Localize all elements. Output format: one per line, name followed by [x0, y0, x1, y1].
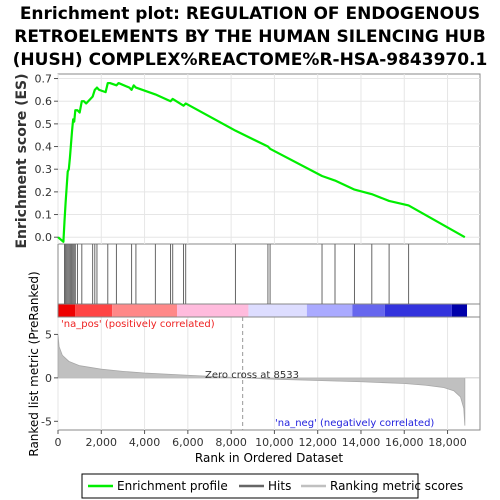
- neg-correlated-label: 'na_neg' (negatively correlated): [275, 418, 434, 429]
- es-tick-label: 0.0: [35, 231, 53, 244]
- pos-correlated-label: 'na_pos' (positively correlated): [61, 319, 215, 330]
- metric-tick-label: 5: [45, 328, 52, 341]
- x-tick-label: 6,000: [172, 436, 204, 449]
- x-tick-label: 4,000: [129, 436, 161, 449]
- metric-tick-label: 0: [45, 372, 52, 385]
- metric-y-axis-ticks: -5 0 5: [41, 328, 58, 428]
- legend-enrichment-label: Enrichment profile: [117, 479, 228, 493]
- chart-title-line-1: Enrichment plot: REGULATION OF ENDOGENOU…: [20, 4, 480, 24]
- legend: Enrichment profile Hits Ranking metric s…: [81, 473, 463, 499]
- heatmap-segment: [58, 304, 76, 317]
- x-axis-ticks: 0 2,000 4,000 6,000 8,000 10,000 12,000 14,000 1…: [55, 430, 467, 449]
- es-tick-label: 0.7: [35, 73, 53, 86]
- hits-panel: [57, 243, 481, 305]
- chart-title-line-3: (HUSH) COMPLEX%REACTOME%R-HSA-9843970.1: [13, 50, 488, 70]
- x-tick-label: 18,000: [428, 436, 467, 449]
- x-tick-label: 10,000: [255, 436, 294, 449]
- metric-y-axis-label: Ranked list metric (PreRanked): [27, 271, 41, 456]
- heatmap-segment: [248, 304, 307, 317]
- heatmap-segment: [384, 304, 452, 317]
- metric-tick-label: -5: [41, 415, 52, 428]
- es-tick-label: 0.2: [35, 186, 53, 199]
- heatmap-segment: [75, 304, 113, 317]
- x-tick-label: 14,000: [342, 436, 381, 449]
- heatmap-segment: [352, 304, 385, 317]
- x-tick-label: 12,000: [298, 436, 337, 449]
- es-y-axis-ticks: 0.0 0.1 0.2 0.3 0.4 0.5 0.6 0.7: [35, 73, 58, 244]
- es-tick-label: 0.6: [35, 95, 53, 108]
- x-tick-label: 8,000: [215, 436, 247, 449]
- heatmap-frame: [57, 303, 481, 318]
- zero-cross-label: Zero cross at 8533: [205, 370, 299, 381]
- x-tick-label: 2,000: [86, 436, 118, 449]
- x-axis-label: Rank in Ordered Dataset: [195, 451, 343, 465]
- hit-markers: [63, 244, 410, 304]
- enrichment-profile-path: [57, 81, 466, 243]
- es-tick-label: 0.1: [35, 209, 53, 222]
- heatmap-segment: [112, 304, 178, 317]
- es-y-axis-label: Enrichment score (ES): [14, 73, 30, 248]
- ranking-heatmap-bar: [57, 303, 481, 318]
- heatmap-segment: [177, 304, 249, 317]
- es-tick-label: 0.3: [35, 163, 53, 176]
- legend-hits-label: Hits: [268, 479, 291, 493]
- es-tick-label: 0.5: [35, 118, 53, 131]
- legend-ranking-label: Ranking metric scores: [330, 479, 463, 493]
- x-tick-label: 16,000: [385, 436, 424, 449]
- x-tick-label: 0: [55, 436, 62, 449]
- enrichment-profile-line: [57, 81, 466, 243]
- heatmap-segment: [451, 304, 468, 317]
- ranking-metric-area: [57, 317, 480, 430]
- chart-title-line-2: RETROELEMENTS BY THE HUMAN SILENCING HUB: [14, 27, 485, 47]
- ranking-metric-fill: [57, 334, 466, 426]
- metric-panel: [57, 303, 481, 431]
- es-tick-label: 0.4: [35, 141, 53, 154]
- es-panel: [57, 73, 481, 245]
- heatmap-segment: [306, 304, 353, 317]
